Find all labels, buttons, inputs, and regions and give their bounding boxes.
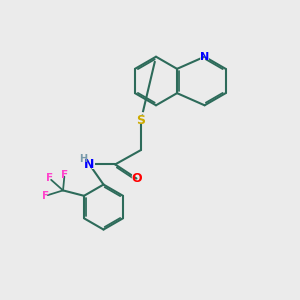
Text: O: O	[130, 171, 143, 186]
Text: F: F	[42, 191, 49, 201]
Text: F: F	[46, 173, 53, 183]
Text: N: N	[199, 50, 210, 63]
Text: N: N	[84, 158, 94, 171]
Text: F: F	[41, 189, 50, 202]
Text: F: F	[60, 168, 69, 181]
Text: N: N	[83, 157, 96, 172]
Text: N: N	[200, 52, 209, 62]
Text: S: S	[136, 112, 146, 128]
Text: H: H	[79, 154, 87, 164]
Text: S: S	[136, 113, 146, 127]
Text: F: F	[45, 172, 54, 185]
Text: H: H	[78, 152, 88, 166]
Text: F: F	[61, 170, 68, 180]
Text: O: O	[131, 172, 142, 185]
